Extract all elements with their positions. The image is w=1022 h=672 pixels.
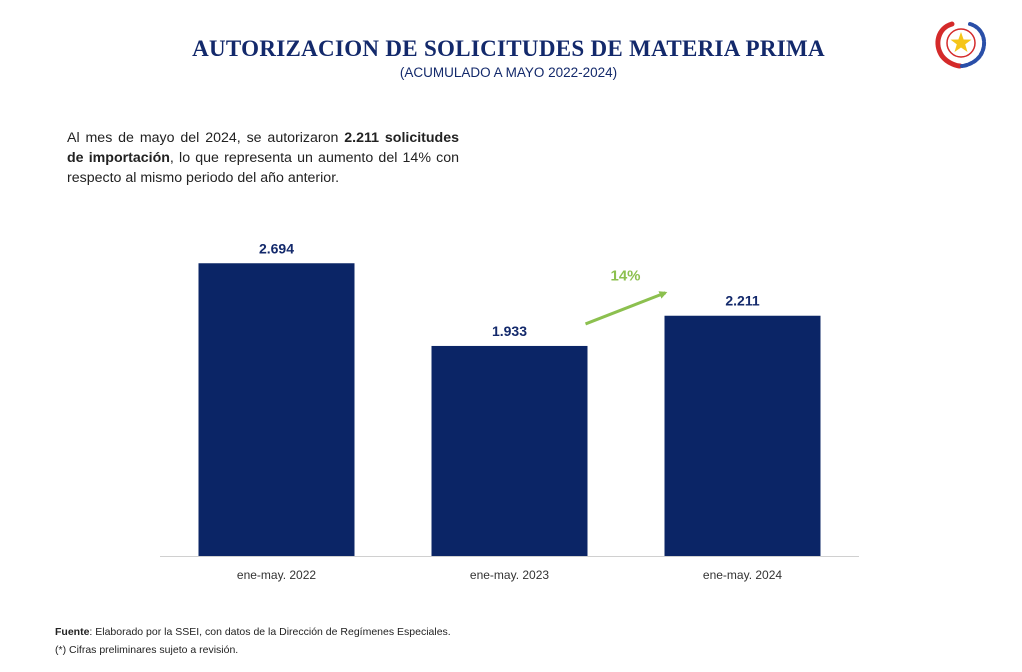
- bar-2: [431, 345, 588, 556]
- data-label-3: 2.211: [725, 293, 759, 309]
- growth-annotation-label: 14%: [610, 268, 640, 285]
- growth-arrow: [584, 291, 668, 326]
- summary-paragraph: Al mes de mayo del 2024, se autorizaron …: [67, 130, 460, 186]
- data-label-1: 2.694: [259, 240, 294, 256]
- x-tick-label-3: ene-may. 2024: [703, 568, 782, 582]
- data-label-2: 1.933: [492, 323, 527, 339]
- bar-3: [664, 315, 821, 556]
- bar-1: [198, 263, 355, 556]
- source-note: Fuente: Elaborado por la SSEI, con datos…: [55, 626, 451, 638]
- page-title: AUTORIZACION DE SOLICITUDES DE MATERIA P…: [192, 36, 825, 61]
- paraguay-national-seal-icon: [935, 21, 987, 69]
- preliminary-note: (*) Cifras preliminares sujeto a revisió…: [55, 644, 239, 656]
- x-tick-label-1: ene-may. 2022: [237, 568, 316, 582]
- page-subtitle: (ACUMULADO A MAYO 2022-2024): [399, 65, 618, 80]
- x-tick-label-2: ene-may. 2023: [470, 568, 549, 582]
